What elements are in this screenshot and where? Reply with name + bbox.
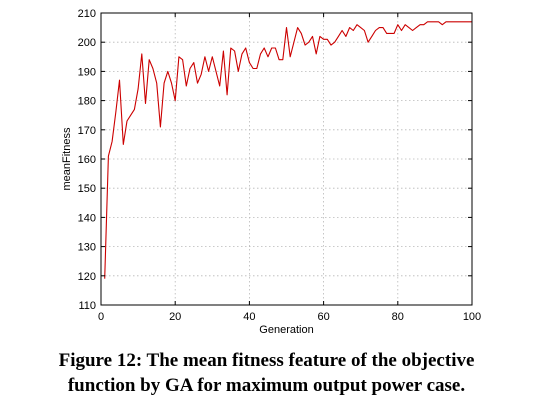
chart-background	[0, 0, 533, 340]
y-tick-label: 160	[78, 154, 96, 166]
y-tick-label: 130	[78, 242, 96, 254]
caption-line-2: function by GA for maximum output power …	[67, 375, 466, 396]
x-tick-label: 80	[392, 311, 404, 323]
y-tick-label: 120	[78, 271, 96, 283]
figure-caption: Figure 12: The mean fitness feature of t…	[0, 348, 533, 398]
mean-fitness-series-line	[104, 21, 472, 279]
x-tick-label: 100	[463, 311, 481, 323]
grid-lines	[101, 13, 472, 305]
x-axis-ticks: 0 20 40 60 80 100	[98, 13, 481, 323]
line-chart: 0 20 40 60 80 100 110 120 130 140 150 160 170 180 190…	[0, 0, 533, 340]
x-tick-label: 40	[243, 311, 255, 323]
y-tick-label: 210	[78, 8, 96, 20]
y-tick-label: 170	[78, 125, 96, 137]
caption-line-1: Figure 12: The mean fitness feature of t…	[58, 350, 475, 371]
x-tick-label: 60	[317, 311, 329, 323]
series-layer	[104, 21, 472, 279]
y-axis-label: meanFitness	[61, 127, 73, 190]
y-tick-label: 140	[78, 212, 96, 224]
y-tick-label: 110	[78, 300, 96, 312]
x-tick-label: 0	[98, 311, 104, 323]
y-tick-label: 150	[78, 183, 96, 195]
y-axis-ticks: 110 120 130 140 150 160 170 180 190 200 210	[78, 8, 472, 312]
x-axis-label: Generation	[259, 324, 313, 336]
y-tick-label: 190	[78, 66, 96, 78]
x-tick-label: 20	[169, 311, 181, 323]
y-tick-label: 180	[78, 96, 96, 108]
y-tick-label: 200	[78, 37, 96, 49]
